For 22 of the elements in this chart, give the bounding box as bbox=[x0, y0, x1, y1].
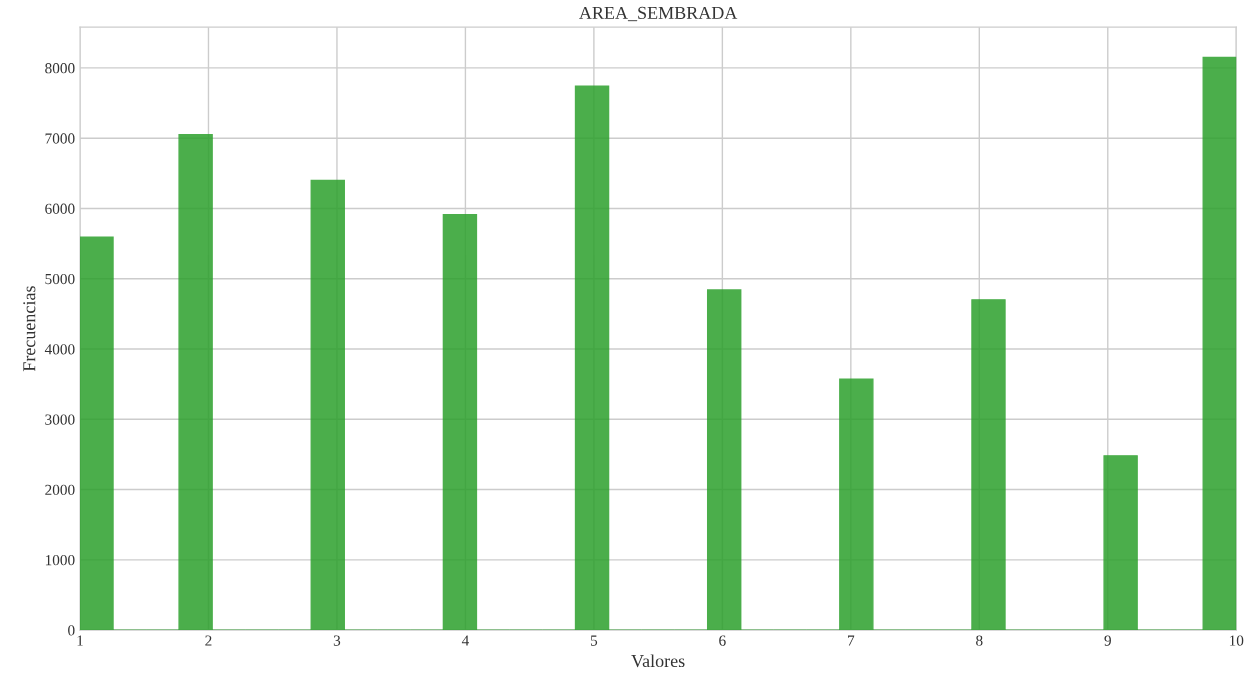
y-tick-label: 6000 bbox=[45, 203, 75, 214]
x-tick-label: 8 bbox=[976, 635, 983, 646]
x-tick-label: 5 bbox=[590, 635, 598, 646]
x-tick-label: 4 bbox=[461, 635, 469, 646]
y-tick-label: 2000 bbox=[45, 484, 75, 496]
y-tick-label: 8000 bbox=[45, 63, 75, 74]
y-tick-label: 4000 bbox=[44, 344, 75, 355]
y-tick-label: 5000 bbox=[45, 273, 75, 285]
x-tick-label: 3 bbox=[333, 635, 341, 646]
y-tick-label: 0 bbox=[68, 625, 75, 636]
x-axis-title: Valores bbox=[631, 654, 685, 668]
y-axis-title: Frecuencias bbox=[23, 286, 36, 372]
y-tick-label: 1000 bbox=[45, 554, 75, 566]
x-tick-label: 6 bbox=[719, 635, 726, 646]
x-tick-label: 1 bbox=[77, 635, 83, 646]
y-tick-label: 3000 bbox=[45, 414, 75, 425]
y-tick-label: 7000 bbox=[45, 133, 75, 144]
x-tick-label: 9 bbox=[1104, 635, 1111, 646]
x-tick-label: 2 bbox=[205, 635, 212, 646]
x-tick-label: 7 bbox=[848, 635, 855, 646]
chart-title: AREA_SEMBRADA bbox=[579, 6, 738, 22]
x-tick-label: 10 bbox=[1229, 635, 1244, 646]
